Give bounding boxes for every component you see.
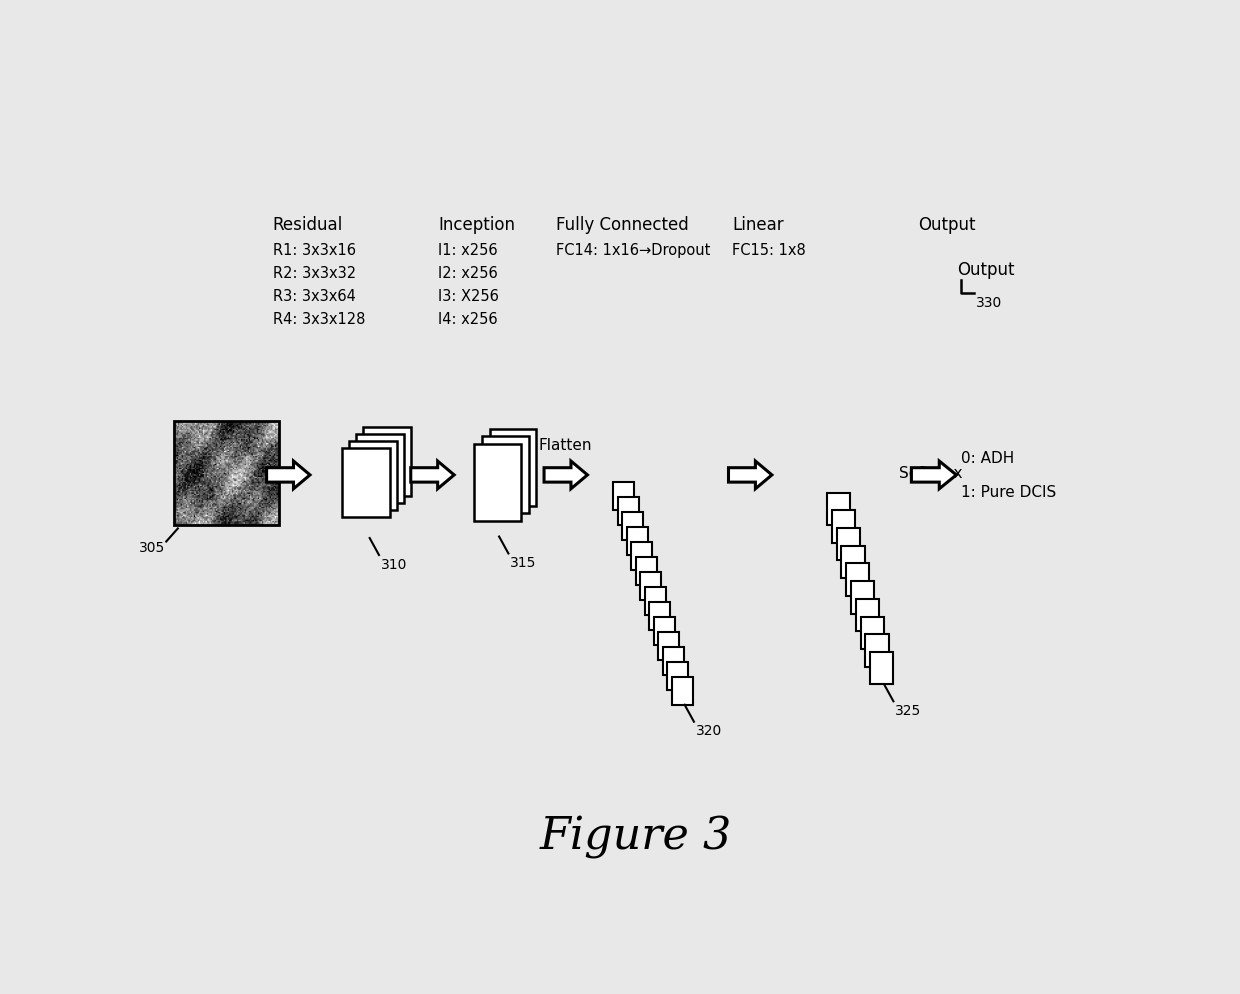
Bar xyxy=(622,512,644,540)
Bar xyxy=(866,634,889,667)
Bar xyxy=(627,528,647,555)
Bar xyxy=(667,662,688,690)
Polygon shape xyxy=(410,461,454,489)
Text: 315: 315 xyxy=(510,556,537,570)
Text: I3: X256: I3: X256 xyxy=(438,288,498,303)
Bar xyxy=(618,497,639,525)
Text: 1: Pure DCIS: 1: Pure DCIS xyxy=(961,485,1056,500)
Text: 330: 330 xyxy=(976,295,1002,309)
Bar xyxy=(658,632,680,660)
Bar xyxy=(342,448,389,518)
Text: I4: x256: I4: x256 xyxy=(438,311,497,327)
Text: R4: 3x3x128: R4: 3x3x128 xyxy=(273,311,365,327)
Bar xyxy=(832,511,856,543)
Text: R2: 3x3x32: R2: 3x3x32 xyxy=(273,265,356,280)
Bar xyxy=(856,599,879,631)
Bar xyxy=(861,617,884,649)
Bar xyxy=(490,429,536,506)
Text: 305: 305 xyxy=(139,541,165,555)
Bar xyxy=(846,564,869,596)
Bar xyxy=(348,441,397,511)
Polygon shape xyxy=(729,461,771,489)
Text: I1: x256: I1: x256 xyxy=(438,243,497,257)
Text: Inception: Inception xyxy=(438,216,515,234)
Polygon shape xyxy=(267,461,310,489)
Bar xyxy=(474,444,521,522)
Bar xyxy=(363,427,410,497)
Polygon shape xyxy=(544,461,588,489)
Text: FC14: 1x16→Dropout: FC14: 1x16→Dropout xyxy=(557,243,711,257)
Text: Fully Connected: Fully Connected xyxy=(557,216,689,234)
Bar xyxy=(851,581,874,614)
Bar xyxy=(174,421,279,525)
Bar xyxy=(645,587,666,615)
Text: 325: 325 xyxy=(895,703,921,717)
Bar xyxy=(837,529,859,561)
Bar xyxy=(653,617,675,645)
Bar xyxy=(356,434,404,504)
Text: 310: 310 xyxy=(381,557,407,571)
Bar xyxy=(631,543,652,570)
Text: Output: Output xyxy=(957,260,1014,278)
Text: Figure 3: Figure 3 xyxy=(539,815,732,859)
Bar xyxy=(614,482,635,510)
Text: FC15: 1x8: FC15: 1x8 xyxy=(733,243,806,257)
Bar xyxy=(827,493,851,526)
Text: Output: Output xyxy=(919,216,976,234)
Text: Softmax: Softmax xyxy=(899,465,962,481)
Text: 0: ADH: 0: ADH xyxy=(961,451,1014,466)
Bar xyxy=(841,546,864,579)
Text: I2: x256: I2: x256 xyxy=(438,265,497,280)
Text: 320: 320 xyxy=(696,724,722,738)
Bar xyxy=(482,437,528,514)
Bar xyxy=(870,652,893,685)
Text: R3: 3x3x64: R3: 3x3x64 xyxy=(273,288,356,303)
Bar xyxy=(640,573,661,600)
Bar xyxy=(672,677,693,705)
Text: Flatten: Flatten xyxy=(539,437,593,452)
Text: Residual: Residual xyxy=(273,216,343,234)
Bar xyxy=(636,558,657,585)
Bar xyxy=(663,647,683,675)
Text: R1: 3x3x16: R1: 3x3x16 xyxy=(273,243,356,257)
Polygon shape xyxy=(911,461,956,489)
Text: Linear: Linear xyxy=(733,216,784,234)
Bar xyxy=(650,602,671,630)
